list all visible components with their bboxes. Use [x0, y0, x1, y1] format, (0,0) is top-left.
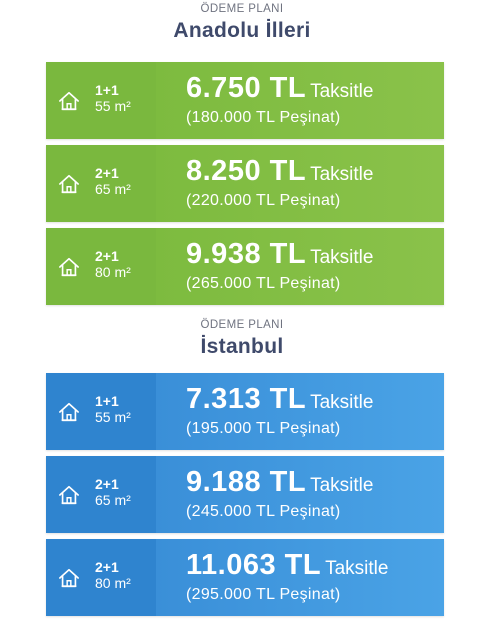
plan-card-anadolu-3: 2+1 80 m² 9.938 TL Taksitle (265.000 TL P… [46, 228, 444, 305]
house-icon [58, 567, 80, 589]
installment-label: Taksitle [325, 558, 389, 579]
installment-line: 7.313 TL Taksitle [186, 384, 444, 419]
installment-line: 8.250 TL Taksitle [186, 156, 444, 191]
plan-card-right: 7.313 TL Taksitle (195.000 TL Peşinat) [156, 373, 444, 450]
house-icon [58, 173, 80, 195]
plan-card-left: 2+1 80 m² [46, 539, 156, 616]
room-count: 2+1 [95, 248, 119, 264]
installment-amount: 6.750 TL [186, 72, 307, 104]
down-payment: (265.000 TL Peşinat) [186, 275, 341, 292]
room-info: 2+1 80 m² [95, 248, 131, 281]
house-icon [58, 401, 80, 423]
installment-amount: 8.250 TL [186, 155, 307, 187]
plan-card-anadolu-2: 2+1 65 m² 8.250 TL Taksitle (220.000 TL P… [46, 145, 444, 222]
installment-label: Taksitle [310, 247, 374, 268]
section-subtitle: ÖDEME PLANI [200, 3, 284, 15]
plan-card-left: 2+1 65 m² [46, 145, 156, 222]
plan-card-left: 1+1 55 m² [46, 62, 156, 139]
room-count: 1+1 [95, 393, 119, 409]
section-title: İstanbul [200, 335, 284, 358]
section-header-istanbul: ÖDEME PLANI İstanbul [0, 318, 484, 359]
area-size: 55 m² [95, 98, 131, 114]
room-count: 1+1 [95, 82, 119, 98]
installment-amount: 11.063 TL [186, 549, 322, 581]
section-title: Anadolu İlleri [173, 19, 311, 42]
room-count: 2+1 [95, 559, 119, 575]
installment-amount: 9.938 TL [186, 238, 307, 270]
room-count: 2+1 [95, 476, 119, 492]
installment-line: 9.938 TL Taksitle [186, 239, 444, 274]
room-info: 2+1 65 m² [95, 476, 131, 509]
down-payment: (180.000 TL Peşinat) [186, 109, 341, 126]
down-payment: (220.000 TL Peşinat) [186, 192, 341, 209]
plan-card-right: 11.063 TL Taksitle (295.000 TL Peşinat) [156, 539, 444, 616]
plan-card-left: 2+1 65 m² [46, 456, 156, 533]
room-info: 2+1 65 m² [95, 165, 131, 198]
installment-amount: 9.188 TL [186, 466, 307, 498]
installment-line: 6.750 TL Taksitle [186, 73, 444, 108]
installment-amount: 7.313 TL [186, 383, 307, 415]
plan-card-left: 1+1 55 m² [46, 373, 156, 450]
room-info: 1+1 55 m² [95, 393, 131, 426]
down-payment: (295.000 TL Peşinat) [186, 586, 341, 603]
house-icon [58, 484, 80, 506]
plan-card-anadolu-1: 1+1 55 m² 6.750 TL Taksitle (180.000 TL P… [46, 62, 444, 139]
down-payment: (245.000 TL Peşinat) [186, 503, 341, 520]
plan-card-istanbul-3: 2+1 80 m² 11.063 TL Taksitle (295.000 TL … [46, 539, 444, 616]
plan-card-right: 9.938 TL Taksitle (265.000 TL Peşinat) [156, 228, 444, 305]
plan-card-right: 9.188 TL Taksitle (245.000 TL Peşinat) [156, 456, 444, 533]
plan-card-left: 2+1 80 m² [46, 228, 156, 305]
plan-card-right: 6.750 TL Taksitle (180.000 TL Peşinat) [156, 62, 444, 139]
plan-card-istanbul-2: 2+1 65 m² 9.188 TL Taksitle (245.000 TL P… [46, 456, 444, 533]
installment-line: 11.063 TL Taksitle [186, 550, 444, 585]
installment-label: Taksitle [310, 81, 374, 102]
section-header-anadolu: ÖDEME PLANI Anadolu İlleri [0, 2, 484, 43]
installment-label: Taksitle [310, 475, 374, 496]
installment-label: Taksitle [310, 164, 374, 185]
room-info: 1+1 55 m² [95, 82, 131, 115]
house-icon [58, 256, 80, 278]
area-size: 55 m² [95, 409, 131, 425]
plan-card-right: 8.250 TL Taksitle (220.000 TL Peşinat) [156, 145, 444, 222]
installment-line: 9.188 TL Taksitle [186, 467, 444, 502]
room-count: 2+1 [95, 165, 119, 181]
area-size: 80 m² [95, 264, 131, 280]
plan-card-istanbul-1: 1+1 55 m² 7.313 TL Taksitle (195.000 TL P… [46, 373, 444, 450]
area-size: 65 m² [95, 492, 131, 508]
down-payment: (195.000 TL Peşinat) [186, 420, 341, 437]
installment-label: Taksitle [310, 392, 374, 413]
room-info: 2+1 80 m² [95, 559, 131, 592]
section-subtitle: ÖDEME PLANI [200, 319, 284, 331]
area-size: 65 m² [95, 181, 131, 197]
house-icon [58, 90, 80, 112]
area-size: 80 m² [95, 575, 131, 591]
